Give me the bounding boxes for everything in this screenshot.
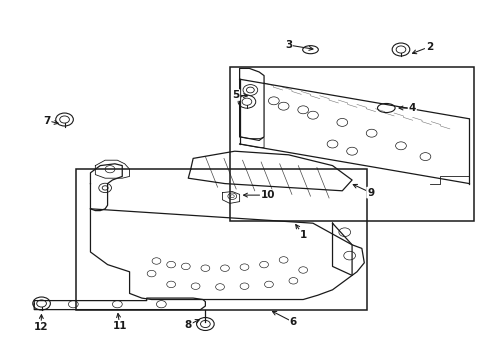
- Text: 10: 10: [260, 190, 275, 200]
- Text: 4: 4: [407, 103, 415, 113]
- Text: 9: 9: [366, 188, 373, 198]
- Circle shape: [56, 113, 73, 126]
- Text: 7: 7: [43, 116, 51, 126]
- Bar: [229, 67, 473, 221]
- Text: 1: 1: [299, 230, 306, 240]
- Circle shape: [196, 318, 214, 330]
- Text: 6: 6: [289, 317, 296, 327]
- Ellipse shape: [302, 46, 318, 54]
- Bar: [76, 169, 366, 310]
- Text: 2: 2: [425, 42, 432, 52]
- Ellipse shape: [377, 103, 394, 113]
- Circle shape: [238, 95, 255, 108]
- Text: 8: 8: [184, 320, 191, 330]
- Text: 5: 5: [232, 90, 239, 100]
- Text: 12: 12: [34, 321, 48, 332]
- Circle shape: [33, 297, 50, 310]
- Text: 11: 11: [112, 321, 127, 331]
- Text: 3: 3: [285, 40, 291, 50]
- Circle shape: [391, 43, 409, 56]
